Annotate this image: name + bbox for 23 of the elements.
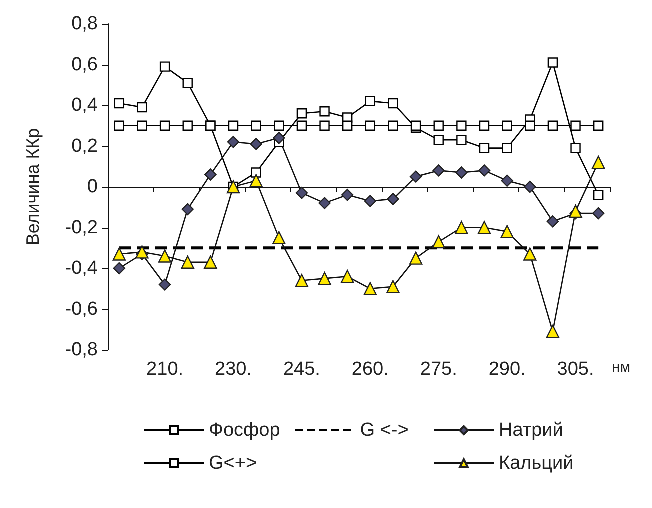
y-tick-label: 0,6	[72, 54, 98, 76]
x-tick-label: 245.	[283, 359, 320, 380]
y-tick-label: 0	[87, 176, 98, 198]
y-tick-label: 0,8	[72, 14, 98, 34]
y-tick-label: -0,6	[65, 298, 98, 320]
legend-label: G<+>	[209, 453, 258, 474]
y-tick-label: 0,4	[72, 95, 98, 116]
legend-label: Натрий	[499, 420, 564, 441]
x-tick-label: 260.	[352, 359, 389, 380]
x-tick-label: 305.	[557, 359, 594, 380]
y-tick-label: -0,2	[65, 217, 98, 238]
x-axis-title: нм	[612, 359, 631, 376]
y-tick-label: -0,8	[65, 340, 98, 360]
x-tick-label: 290.	[488, 359, 526, 380]
legend-label: Кальций	[499, 453, 574, 474]
legend-label: Фосфор	[209, 420, 280, 441]
x-tick-label: 275.	[420, 359, 458, 380]
y-tick-label: -0,4	[65, 258, 98, 279]
legend-label: G <->	[360, 420, 409, 441]
y-tick-label: 0,2	[72, 136, 98, 157]
y-axis-title: Величина ККр	[23, 128, 43, 246]
x-tick-label: 230.	[215, 359, 252, 380]
x-tick-label: 210.	[146, 359, 184, 380]
